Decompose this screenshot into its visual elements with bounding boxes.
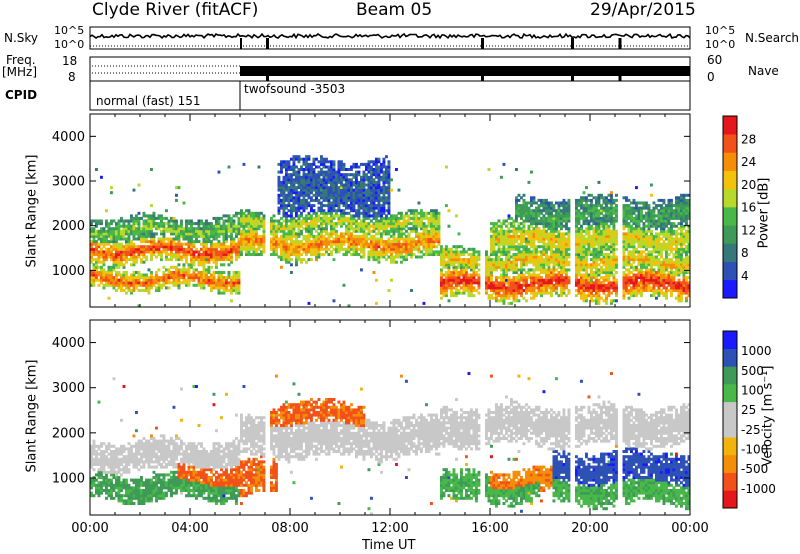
power-colorbar-seg-0 xyxy=(723,279,737,299)
power-ytick-label-2: 3000 xyxy=(52,175,85,190)
power-ytick-label-0: 1000 xyxy=(52,264,85,279)
nsearch-tick-bottom: 10^0 xyxy=(705,38,736,51)
cpid-segment-2: twofsound -3503 xyxy=(244,82,346,96)
nsky-tick-top: 10^5 xyxy=(54,24,85,37)
date-title: 29/Apr/2015 xyxy=(590,0,696,20)
xtick-label-1: 04:00 xyxy=(171,521,208,536)
nsky-tick-bottom: 10^0 xyxy=(54,38,85,51)
nsearch-label: N.Search xyxy=(745,31,800,45)
power-colorbar-seg-2 xyxy=(723,243,737,262)
cpid-segment-1: normal (fast) 151 xyxy=(96,94,201,108)
freq-tick-bottom: 8 xyxy=(68,70,76,84)
power-colorbar-seg-5 xyxy=(723,188,737,208)
beam-title: Beam 05 xyxy=(356,0,433,20)
power-colorbar-label-0: 4 xyxy=(741,269,749,283)
velocity-colorbar-seg-8 xyxy=(723,348,737,367)
velocity-colorbar-seg-9 xyxy=(723,331,737,349)
power-colorbar-label-3: 16 xyxy=(741,201,756,215)
time-axis-label: Time UT xyxy=(362,538,416,553)
freq-trace-twofsound xyxy=(240,66,690,76)
velocity-colorbar-frame xyxy=(722,330,738,509)
power-colorbar-frame xyxy=(722,115,738,299)
nave-tick-top: 60 xyxy=(707,53,723,67)
velocity-colorbar-seg-6 xyxy=(723,384,737,403)
xtick-label-6: 00:00 xyxy=(671,521,708,536)
velocity-colorbar-label-3: -25 xyxy=(741,423,761,437)
power-colorbar-label-6: 28 xyxy=(741,132,756,146)
nave-label: Nave xyxy=(748,64,779,78)
freq-unit-label: [MHz] xyxy=(2,65,38,79)
velocity-colorbar-seg-4 xyxy=(723,419,737,438)
nave-tick-bottom: 0 xyxy=(707,70,715,84)
freq-tick-top: 18 xyxy=(62,54,78,68)
power-colorbar-seg-3 xyxy=(723,225,737,244)
velocity-colorbar-seg-2 xyxy=(723,454,737,473)
velocity-colorbar-seg-5 xyxy=(723,401,737,420)
velocity-colorbar-label-1: -500 xyxy=(741,462,768,476)
velocity-ytick-label-1: 2000 xyxy=(52,426,85,441)
velocity-colorbar-seg-1 xyxy=(723,472,737,491)
velocity-ytick-label-2: 3000 xyxy=(52,381,85,396)
power-heatmap xyxy=(90,155,691,308)
power-colorbar-seg-7 xyxy=(723,152,737,171)
nsky-gap-cpid xyxy=(240,38,242,49)
velocity-colorbar-seg-0 xyxy=(723,490,737,509)
power-colorbar-seg-4 xyxy=(723,207,737,226)
xtick-label-3: 12:00 xyxy=(371,521,408,536)
nsky-gap-2 xyxy=(571,38,574,49)
power-ytick-label-1: 2000 xyxy=(52,219,85,234)
velocity-colorbar-label-0: -1000 xyxy=(741,482,776,496)
power-colorbar-label-1: 8 xyxy=(741,246,749,260)
nsky-gap-3 xyxy=(618,38,622,49)
velocity-heatmap xyxy=(90,372,691,516)
cpid-label: CPID xyxy=(5,88,38,102)
velocity-colorbar-label-2: -100 xyxy=(741,443,768,457)
power-colorbar-seg-1 xyxy=(723,261,737,281)
velocity-colorbar-label-6: 500 xyxy=(741,364,764,378)
power-colorbar-seg-9 xyxy=(723,116,737,135)
velocity-ytick-label-3: 4000 xyxy=(52,336,85,351)
velocity-ytick-label-0: 1000 xyxy=(52,471,85,486)
xtick-label-0: 00:00 xyxy=(71,521,108,536)
xtick-label-2: 08:00 xyxy=(271,521,308,536)
xtick-label-4: 16:00 xyxy=(471,521,508,536)
velocity-colorbar-label-7: 1000 xyxy=(741,344,772,358)
power-colorbar-label-2: 12 xyxy=(741,223,756,237)
velocity-colorbar-seg-7 xyxy=(723,366,737,385)
nsky-label: N.Sky xyxy=(4,31,39,45)
xtick-label-5: 20:00 xyxy=(571,521,608,536)
freq-label: Freq. xyxy=(6,53,36,67)
velocity-colorbar-label-4: 25 xyxy=(741,403,756,417)
power-colorbar-label-4: 20 xyxy=(741,178,756,192)
cpid-panel xyxy=(89,80,691,111)
velocity-colorbar-seg-3 xyxy=(723,437,737,456)
station-title: Clyde River (fitACF) xyxy=(92,0,259,20)
nsky-panel xyxy=(89,26,691,50)
nsky-trace xyxy=(89,32,691,40)
power-ytick-label-3: 4000 xyxy=(52,130,85,145)
power-colorbar-seg-6 xyxy=(723,170,737,190)
nsearch-tick-top: 10^5 xyxy=(705,24,736,37)
power-colorbar-label-5: 24 xyxy=(741,155,756,169)
velocity-colorbar-label-5: 100 xyxy=(741,384,764,398)
nsky-gap-0 xyxy=(266,38,269,49)
nsky-gap-1 xyxy=(481,38,484,49)
power-colorbar-seg-8 xyxy=(723,134,737,153)
